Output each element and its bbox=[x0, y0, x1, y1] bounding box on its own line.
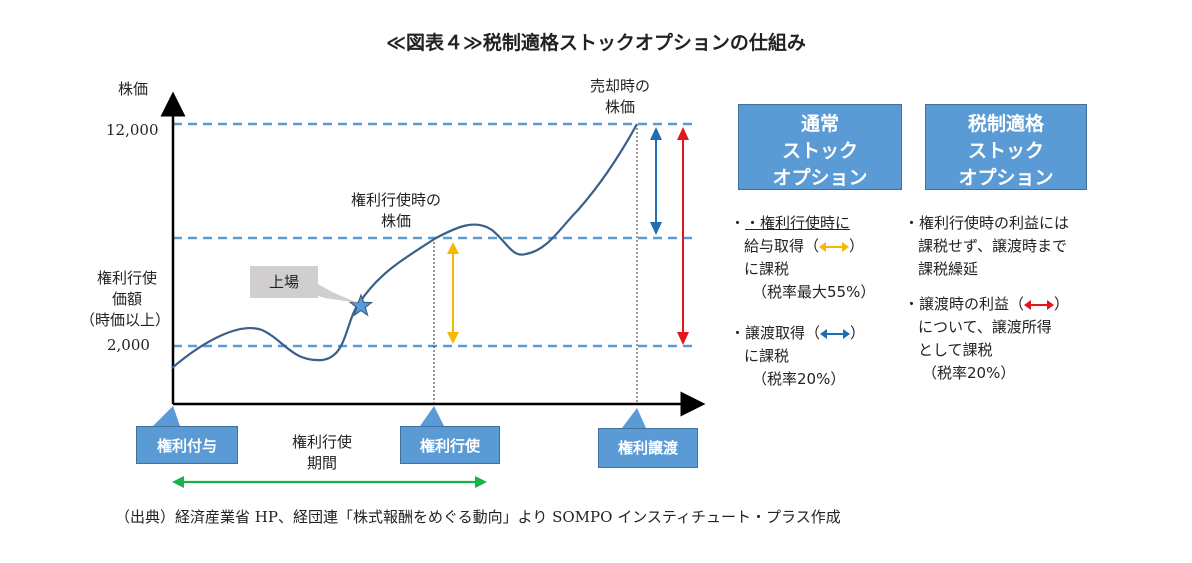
exercise-time-price-label: 権利行使時の 株価 bbox=[350, 191, 441, 230]
normal-bullet-2-line-2: に課税 bbox=[744, 347, 790, 365]
transfer-box-pointer bbox=[622, 408, 646, 428]
blue-arrow-icon bbox=[820, 328, 851, 339]
y-tick-high: 12,000 bbox=[106, 121, 159, 139]
y-tick-low: 2,000 bbox=[107, 336, 150, 354]
normal-bullet-2-line-1: ・譲渡取得（） bbox=[730, 324, 866, 342]
qualified-so-header: 税制適格 ストック オプション bbox=[925, 104, 1087, 190]
exercise-price-label: 権利行使 価額 （時価以上） bbox=[80, 269, 171, 329]
red-arrow-icon bbox=[1024, 299, 1055, 310]
normal-bullet-1-line-1: ・・権利行使時に bbox=[730, 214, 851, 232]
exercise-period-label: 権利行使 期間 bbox=[291, 433, 352, 472]
listing-callout: 上場 bbox=[250, 266, 318, 298]
transfer-event-box: 権利譲渡 bbox=[598, 428, 698, 468]
source-note: （出典）経済産業省 HP、経団連「株式報酬をめぐる動向」より SOMPO インス… bbox=[115, 508, 841, 526]
grant-event-box: 権利付与 bbox=[136, 426, 238, 464]
page-title: ≪図表４≫税制適格ストックオプションの仕組み bbox=[386, 32, 806, 54]
y-axis-label: 株価 bbox=[118, 80, 149, 98]
normal-so-header: 通常 ストック オプション bbox=[738, 104, 902, 190]
exercise-event-box: 権利行使 bbox=[400, 426, 500, 464]
normal-so-bullets: ・・権利行使時に 給与取得（） に課税 （税率最大55%） ・譲渡取得（） に課… bbox=[730, 212, 905, 391]
normal-bullet-1-line-4: （税率最大55%） bbox=[752, 283, 876, 301]
qualified-bullet-1-line-2: 課税せず、譲渡時まで bbox=[918, 237, 1067, 255]
stock-price-curve bbox=[171, 123, 638, 369]
qualified-bullet-2-line-4: （税率20%） bbox=[922, 364, 1016, 382]
qualified-bullet-2-line-2: について、譲渡所得 bbox=[918, 318, 1052, 336]
grant-box-pointer bbox=[153, 406, 180, 426]
sale-time-price-label: 売却時の 株価 bbox=[589, 77, 650, 116]
qualified-bullet-2-line-3: として課税 bbox=[918, 341, 993, 359]
qualified-bullet-2-line-1: ・譲渡時の利益（） bbox=[904, 295, 1070, 313]
qualified-so-bullets: ・権利行使時の利益には 課税せず、譲渡時まで 課税繰延 ・譲渡時の利益（） につ… bbox=[904, 212, 1134, 385]
exercise-box-pointer bbox=[420, 406, 444, 426]
normal-bullet-1-line-3: に課税 bbox=[744, 260, 790, 278]
yellow-arrow-icon bbox=[819, 241, 850, 252]
normal-bullet-2-line-3: （税率20%） bbox=[752, 370, 846, 388]
normal-bullet-1-line-2: 給与取得（） bbox=[744, 237, 865, 255]
listing-star-icon bbox=[348, 293, 374, 317]
listing-callout-pointer bbox=[318, 284, 358, 303]
qualified-bullet-1-line-3: 課税繰延 bbox=[918, 260, 979, 278]
qualified-bullet-1-line-1: ・権利行使時の利益には bbox=[904, 214, 1070, 232]
